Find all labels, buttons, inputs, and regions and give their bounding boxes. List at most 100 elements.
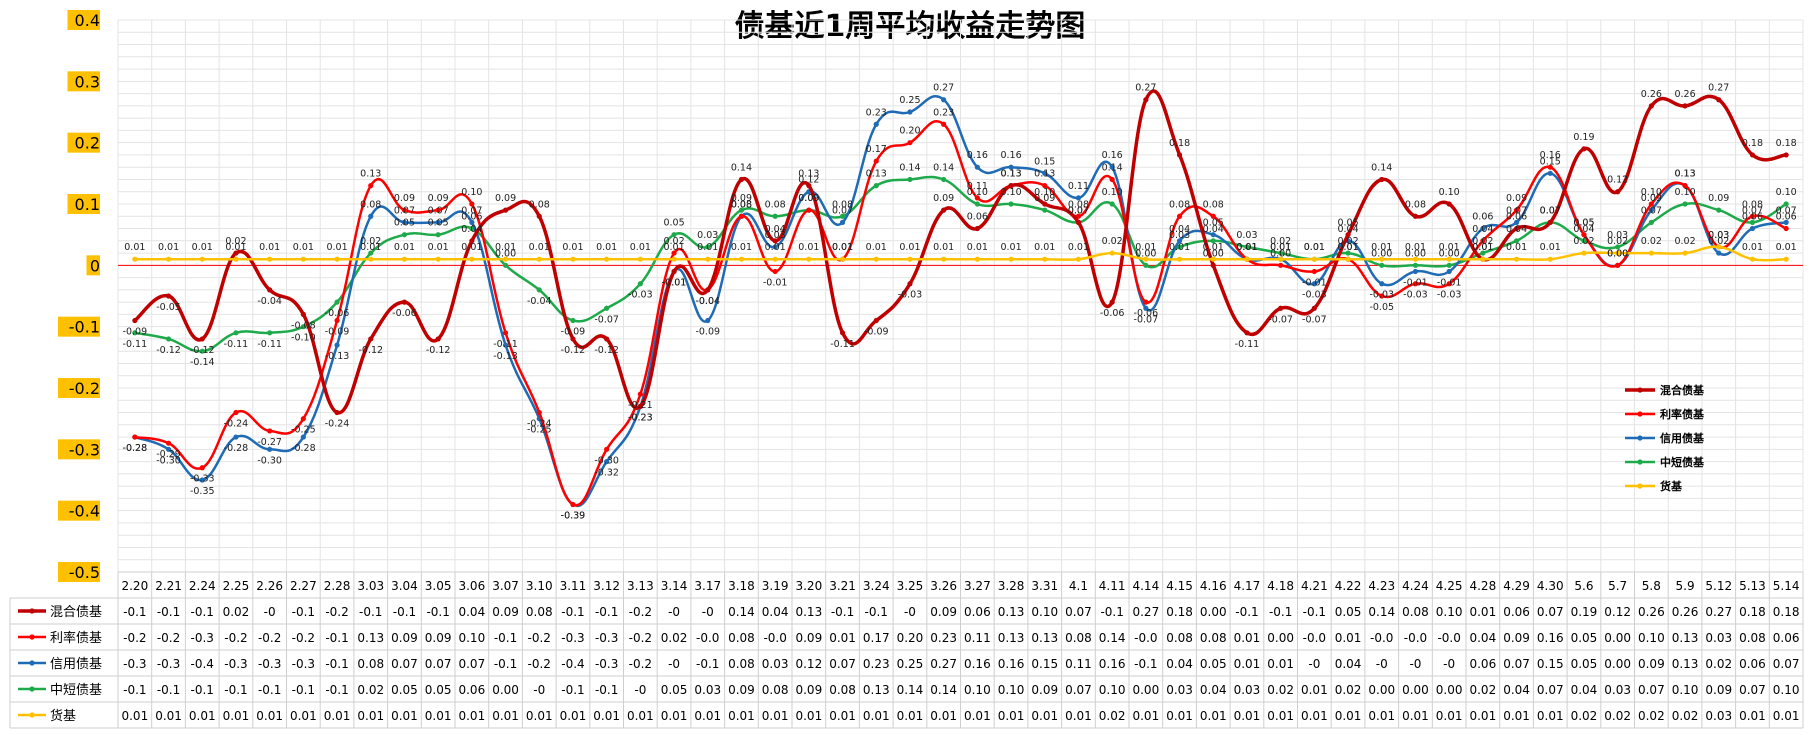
data-point xyxy=(435,232,441,238)
table-cell: 0.00 xyxy=(1267,631,1294,645)
data-point xyxy=(435,336,441,342)
data-point xyxy=(469,219,475,225)
data-label: 0.02 xyxy=(1708,236,1729,247)
data-point xyxy=(1042,207,1048,213)
table-cell: -0.3 xyxy=(595,657,618,671)
data-label: 0.01 xyxy=(596,242,617,253)
data-label: 0.00 xyxy=(1607,248,1628,259)
data-label: -0.07 xyxy=(1302,314,1327,325)
table-cell: -0.3 xyxy=(561,631,584,645)
table-cell: 0.03 xyxy=(762,657,789,671)
table-cell: -0.1 xyxy=(1134,657,1157,671)
table-cell: 0.01 xyxy=(1200,709,1227,723)
data-label: 0.01 xyxy=(1742,242,1763,253)
data-point xyxy=(570,317,576,324)
table-cell: -0.1 xyxy=(325,683,348,697)
data-point xyxy=(1547,164,1553,170)
table-cell: 0.01 xyxy=(425,709,452,723)
table-cell: 0.16 xyxy=(998,657,1025,671)
data-point xyxy=(165,256,172,262)
data-label: -0.01 xyxy=(763,277,788,288)
table-cell: 0.17 xyxy=(863,631,890,645)
table-cell: 0.08 xyxy=(829,683,856,697)
data-label: 0.14 xyxy=(1102,162,1123,173)
data-point xyxy=(637,403,643,409)
y-tick-bg xyxy=(58,316,100,337)
table-cell: 0.01 xyxy=(357,709,384,723)
y-tick-bg xyxy=(58,500,100,521)
table-cell: 0.02 xyxy=(1335,683,1362,697)
data-label: 0.10 xyxy=(967,187,988,198)
x-tick-label: 2.24 xyxy=(189,579,216,593)
data-point xyxy=(1581,238,1587,244)
table-cell: 0.02 xyxy=(1604,709,1631,723)
data-label: 0.08 xyxy=(832,199,853,210)
data-point xyxy=(873,158,879,164)
data-label: 0.02 xyxy=(1337,236,1358,247)
data-label: 0.04 xyxy=(461,224,482,235)
data-point xyxy=(738,213,745,219)
data-label: -0.39 xyxy=(561,511,586,522)
table-cell: 0.02 xyxy=(661,631,688,645)
x-tick-label: 3.18 xyxy=(728,579,755,593)
data-point xyxy=(165,293,172,299)
data-label: 0.01 xyxy=(1135,242,1156,253)
data-point xyxy=(1176,152,1183,158)
x-tick-label: 3.10 xyxy=(526,579,553,593)
data-point xyxy=(1109,176,1115,183)
table-cell: -0.1 xyxy=(157,605,180,619)
x-tick-label: 4.24 xyxy=(1402,579,1429,593)
x-tick-label: 3.12 xyxy=(593,579,620,593)
data-label: -0.12 xyxy=(426,345,451,356)
table-cell: -0.1 xyxy=(831,605,854,619)
data-point xyxy=(1379,281,1385,287)
data-label: 0.08 xyxy=(765,199,786,210)
data-label: 0.13 xyxy=(1000,169,1021,180)
table-cell: 0.10 xyxy=(1099,683,1126,697)
data-label: -0.24 xyxy=(325,419,350,430)
x-tick-label: 5.14 xyxy=(1773,579,1800,593)
table-cell: 0.03 xyxy=(1705,631,1732,645)
data-label: 0.07 xyxy=(1506,205,1527,216)
data-label: 0.05 xyxy=(663,218,684,229)
data-label: 0.00 xyxy=(1607,248,1628,259)
data-label: -0.06 xyxy=(392,308,417,319)
data-point xyxy=(637,391,643,397)
table-cell: 0.01 xyxy=(1267,709,1294,723)
data-point xyxy=(401,256,408,262)
data-label: 0.01 xyxy=(1000,242,1021,253)
data-label: -0.07 xyxy=(1134,314,1159,325)
table-cell: 0.02 xyxy=(1469,683,1496,697)
data-label: 0.01 xyxy=(360,242,381,253)
data-label: -0.11 xyxy=(123,339,148,350)
data-label: 0.09 xyxy=(933,193,954,204)
data-label: 0.07 xyxy=(461,205,482,216)
y-tick-label: -0.5 xyxy=(69,563,100,582)
data-point xyxy=(1109,201,1115,207)
data-label: -0.03 xyxy=(1437,290,1462,301)
data-label: 0.11 xyxy=(1068,181,1089,192)
table-cell: -0.1 xyxy=(865,605,888,619)
data-point xyxy=(974,201,980,207)
data-point xyxy=(233,434,239,440)
data-label: 0.06 xyxy=(461,212,482,223)
x-tick-label: 3.24 xyxy=(863,579,890,593)
data-label: 0.01 xyxy=(1236,242,1257,253)
x-tick-label: 5.6 xyxy=(1574,579,1593,593)
data-label: 0.02 xyxy=(1472,236,1493,247)
table-cell: 0.01 xyxy=(1436,709,1463,723)
table-cell: 0.12 xyxy=(1604,605,1631,619)
data-label: 0.00 xyxy=(1135,248,1156,259)
data-label: 0.09 xyxy=(495,193,516,204)
data-point xyxy=(1379,176,1385,183)
table-cell: 0.09 xyxy=(728,683,755,697)
data-point xyxy=(334,299,340,305)
data-point xyxy=(1143,256,1149,262)
table-cell: 0.01 xyxy=(661,709,688,723)
y-tick-bg xyxy=(67,10,100,30)
data-label: -0.24 xyxy=(224,419,249,430)
table-cell: 0.01 xyxy=(897,709,924,723)
table-cell: 0.13 xyxy=(1672,657,1699,671)
table-cell: 0.00 xyxy=(1402,683,1429,697)
data-point xyxy=(1008,256,1014,262)
